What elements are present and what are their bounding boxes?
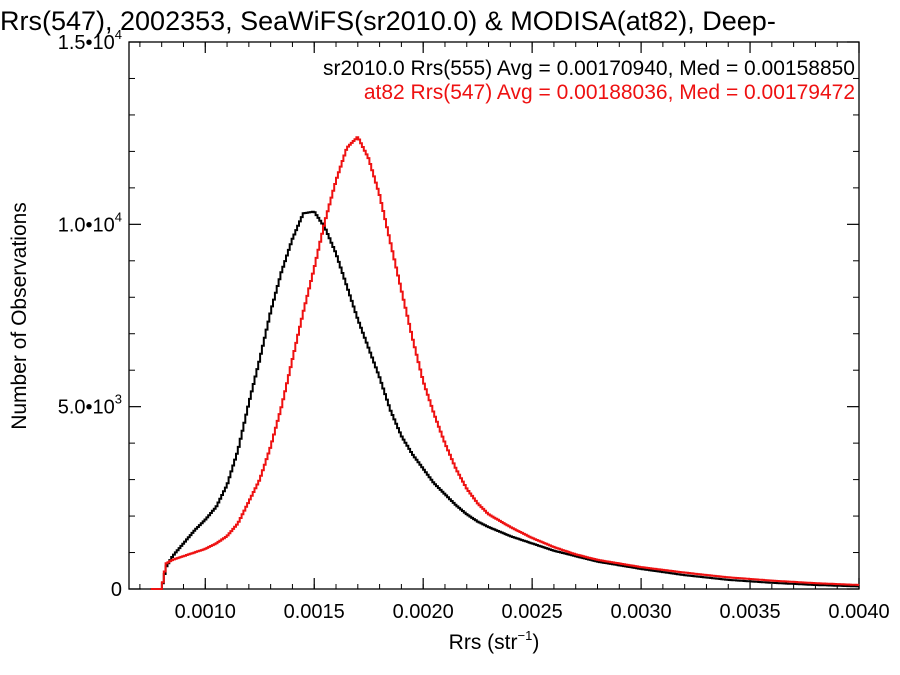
y-tick-label-0: 0 bbox=[111, 579, 122, 601]
x-tick-label-3: 0.0025 bbox=[502, 601, 563, 623]
x-tick-label-0: 0.0010 bbox=[175, 601, 236, 623]
x-tick-label-5: 0.0035 bbox=[719, 601, 780, 623]
x-axis-label: Rrs (str−1) bbox=[449, 628, 540, 654]
legend-entry-series-2: at82 Rrs(547) Avg = 0.00188036, Med = 0.… bbox=[364, 81, 855, 104]
x-tick-label-1: 0.0015 bbox=[284, 601, 345, 623]
y-tick-label-1: 5.0•103 bbox=[58, 392, 122, 419]
y-tick-label-3: 1.5•104 bbox=[58, 27, 122, 54]
series-layer bbox=[150, 136, 860, 590]
legend-entry-series-1: sr2010.0 Rrs(555) Avg = 0.00170940, Med … bbox=[323, 57, 855, 80]
y-axis-label: Number of Observations bbox=[8, 202, 31, 430]
x-tick-label-2: 0.0020 bbox=[393, 601, 454, 623]
series-line-1 bbox=[150, 210, 859, 590]
x-axis-ticks: 0.0010 0.0015 0.0020 0.0025 0.0030 0.0035 0.00… bbox=[139, 42, 890, 623]
chart-title: Rrs(547), 2002353, SeaWiFS(sr2010.0) & M… bbox=[0, 6, 776, 36]
x-axis-label-superscript: −1 bbox=[518, 628, 533, 643]
x-axis-label-close: ) bbox=[532, 631, 539, 654]
series-line-2 bbox=[150, 136, 860, 590]
x-tick-label-4: 0.0030 bbox=[611, 601, 672, 623]
x-axis-label-text: Rrs (str bbox=[449, 631, 518, 654]
x-tick-label-6: 0.0040 bbox=[828, 601, 889, 623]
y-axis-ticks: 0 5.0•103 1.0•104 1.5•104 bbox=[58, 27, 859, 601]
y-tick-label-2: 1.0•104 bbox=[58, 209, 122, 236]
plot-frame bbox=[128, 41, 860, 590]
